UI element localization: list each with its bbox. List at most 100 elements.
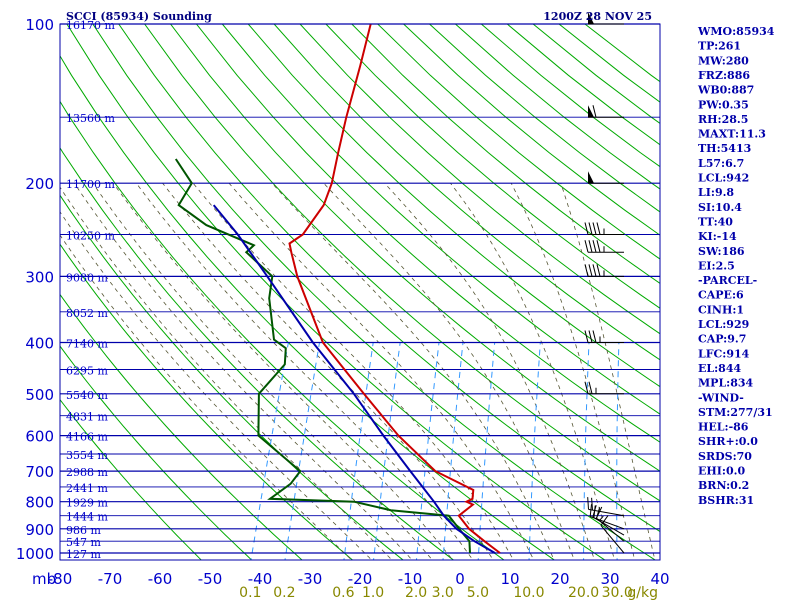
moist-adiabat [112,182,454,560]
mixing-ratio-line [442,342,464,560]
height-label: 1444 m [66,511,108,524]
temperature-tick-label: 30 [600,570,619,588]
wind-barb [584,240,624,253]
temperature-tick-label: 40 [650,570,669,588]
dry-adiabat [506,24,660,146]
dry-adiabat [247,24,660,388]
index-entry: RH:28.5 [698,113,748,126]
height-label: 1929 m [66,497,108,510]
index-entry: LFC:914 [698,347,750,360]
mixing-ratio-label: 0.2 [273,585,295,600]
temperature-tick-label: 0 [455,570,465,588]
height-label: 16170 m [66,19,115,32]
index-entry: CAP:9.7 [698,333,746,346]
index-entry: EI:2.5 [698,259,735,272]
height-label: 547 m [66,536,101,549]
pressure-tick-label: 500 [25,386,54,404]
moist-adiabat [60,186,393,560]
temperature-tick-labels: mb-80 -70 -60 -50 -40 -30 -20 -10 0 10 20 30 40 [32,570,670,588]
height-label: 3554 m [66,449,108,462]
height-label: 2988 m [66,466,108,479]
index-entry: TP:261 [698,40,741,53]
dry-adiabat [480,24,660,168]
dry-adiabat [299,24,660,335]
mixing-ratio-label: 30.0 [602,585,633,600]
pressure-tick-label: 800 [25,494,54,512]
wind-barb [588,171,624,184]
moist-adiabat [60,234,353,560]
index-entry: LCL:942 [698,172,749,185]
dry-adiabat [60,100,505,560]
height-label: 4831 m [66,411,108,424]
height-label: 11700 m [66,178,115,191]
index-entry: LI:9.8 [698,186,734,199]
index-entry: MW:280 [698,54,749,67]
dry-adiabat [60,194,404,560]
dry-adiabat [170,24,660,472]
index-entry: SI:10.4 [698,201,742,214]
moist-adiabat [228,182,535,560]
moist-adiabat [384,182,595,560]
index-entry: SRDS:70 [698,450,752,463]
dry-adiabat [60,345,253,560]
index-entry: STM:277/31 [698,406,773,419]
mixing-ratio-line [616,342,620,560]
temperature-tick-label: -60 [148,570,173,588]
index-entry: MPL:834 [698,377,754,390]
mixing-ratio-labels: 0.1 0.2 0.6 1.0 2.0 3.0 5.0 10.0 20.0 30.0g/kg [239,585,658,600]
chart-title: SCCI (85934) Sounding [66,10,212,23]
temperature-tick-label: -30 [298,570,323,588]
mixing-ratio-line [415,342,440,560]
temperature-tick-label: -50 [198,570,223,588]
wind-barb [584,330,624,343]
mixing-ratio-label: 1.0 [362,585,384,600]
moist-adiabat [60,211,373,560]
height-label: 4166 m [66,431,108,444]
wind-barb [592,505,625,536]
pressure-tick-label: 300 [25,268,54,286]
pressure-tick-label: 900 [25,521,54,539]
wind-barbs [584,12,625,554]
pressure-tick-labels: 1000 900 800 700 600 500 400 300 200 100 [16,16,54,563]
moist-adiabat [135,182,474,560]
mixing-ratio-line [250,342,289,560]
mixing-ratio-label: 3.0 [432,585,454,600]
height-label: 8052 m [66,307,108,320]
mixing-ratio-line [284,342,320,560]
height-label: 9080 m [66,271,108,284]
moist-adiabat [92,182,433,560]
index-entry: BRN:0.2 [698,479,749,492]
index-entry: BSHR:31 [698,494,754,507]
moist-adiabat [510,183,636,560]
pressure-tick-label: 1000 [16,545,54,563]
mixing-ratio-label: 20.0 [568,585,599,600]
temperature-tick-label: -70 [98,570,123,588]
moist-adiabat [560,183,656,560]
wind-barb [587,497,625,517]
index-entry: HEL:-86 [698,421,749,434]
background-lines [60,24,660,560]
index-entry: L57:6.7 [698,157,744,170]
mixing-ratio-label: 0.6 [332,585,354,600]
index-entry: LCL:929 [698,318,749,331]
dry-adiabat [60,398,202,560]
dry-adiabat [196,24,660,443]
temperature-tick-label: -10 [398,570,423,588]
dry-adiabat [558,24,660,103]
dewpoint-line [174,158,471,554]
dry-adiabat [60,293,303,560]
index-entry: SHR+:0.0 [698,435,758,448]
height-label: 10250 m [66,230,115,243]
moist-adiabat [323,182,575,560]
dry-adiabat [532,24,660,125]
dry-adiabat [351,24,660,284]
pressure-tick-label: 700 [25,463,54,481]
index-entry: WB0:887 [697,84,754,97]
dry-adiabat [273,24,660,361]
index-entry: PW:0.35 [698,98,749,111]
height-label: 6295 m [66,365,108,378]
temperature-line [288,24,501,554]
mixing-ratio-label: 10.0 [513,585,544,600]
pressure-tick-label: 200 [25,175,54,193]
